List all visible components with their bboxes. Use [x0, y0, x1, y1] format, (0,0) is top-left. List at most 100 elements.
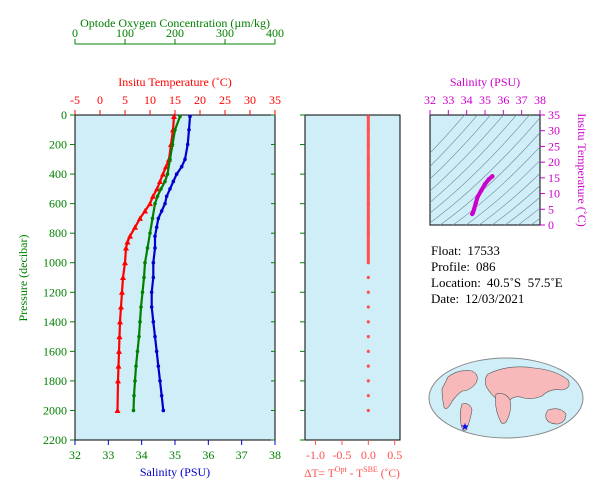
delta-point [366, 275, 370, 280]
world-map: ★ [428, 357, 584, 439]
ts-x-tick-label: 34 [461, 93, 473, 107]
ts-density-contours [430, 115, 540, 225]
map-land-eurasia [485, 366, 570, 403]
oxygen-point [134, 364, 138, 368]
temperature-point [150, 193, 156, 199]
pressure-tick-label: 2200 [43, 433, 67, 447]
ts-point [473, 200, 479, 206]
temperature-tick-label: 0 [97, 93, 103, 107]
salinity-tick-label: 35 [169, 448, 181, 462]
temperature-point [132, 224, 138, 230]
delta-point [366, 334, 370, 339]
map-land-americas-north [441, 370, 478, 409]
salinity-point [183, 157, 187, 162]
profile-label: Profile: [431, 259, 470, 274]
temperature-point [137, 215, 143, 221]
oxygen-point [142, 275, 146, 280]
temperature-point [171, 113, 177, 119]
density-contour [430, 115, 491, 180]
delta-point [366, 364, 370, 368]
delta-point [366, 408, 370, 413]
oxygen-point [135, 349, 140, 354]
salinity-tick-label: 33 [102, 448, 114, 462]
oxygen-point [137, 334, 141, 339]
salinity-point [179, 164, 184, 169]
oxygen-tick-label: 100 [116, 26, 134, 40]
density-contour [478, 172, 540, 225]
temperature-point [122, 259, 128, 266]
ts-point [486, 177, 491, 182]
oxygen-point [163, 179, 167, 184]
density-contour [430, 115, 530, 214]
oxygen-point [145, 246, 150, 250]
delta-point [366, 202, 370, 206]
main-panel-frame [74, 114, 276, 441]
density-contour [430, 115, 504, 192]
float-row: Float: 17533 [431, 243, 563, 259]
delta-axis: -1.0 -0.5 0.0 0.5 [306, 440, 402, 462]
delta-point [366, 349, 370, 353]
delta-point [366, 261, 370, 265]
pressure-tick-label: 800 [49, 226, 67, 240]
salinity-tick-label: 38 [269, 448, 281, 462]
salinity-point [163, 201, 167, 206]
ts-y-tick-label: 0 [548, 218, 554, 232]
oxygen-point [148, 231, 152, 235]
map-land-australia [545, 408, 567, 425]
temperature-point [124, 239, 131, 245]
oxygen-point [139, 305, 143, 309]
ts-y-tick-label: 20 [548, 155, 560, 169]
density-contour [504, 196, 540, 225]
salinity-point [168, 187, 172, 191]
delta-tick-label: 0.0 [361, 448, 376, 462]
pressure-tick-label: 400 [49, 167, 67, 181]
delta-point [366, 187, 370, 191]
temperature-point [116, 333, 123, 340]
salinity-point [151, 260, 156, 265]
salinity-point [161, 408, 166, 413]
map-land-africa [495, 393, 511, 424]
delta-point [366, 290, 370, 294]
salinity-point [158, 379, 162, 383]
oxygen-point [150, 216, 155, 221]
salinity-point [159, 393, 164, 398]
ts-x-tick-label: 35 [479, 93, 491, 107]
temperature-point [160, 171, 166, 177]
temperature-point [116, 348, 122, 354]
delta-panel-frame [304, 114, 401, 441]
ts-point [490, 174, 495, 179]
main-series-group [114, 113, 192, 413]
ts-x-tick-label: 36 [497, 93, 509, 107]
salinity-tick-label: 32 [69, 448, 81, 462]
ts-x-tick-label: 32 [424, 93, 436, 107]
pressure-tick-label: 1200 [43, 285, 67, 299]
ts-panel-frame [429, 114, 541, 226]
oxygen-point [153, 201, 157, 206]
ts-point [475, 194, 480, 199]
temperature-point [114, 407, 121, 413]
location-value: 40.5˚S 57.5˚E [486, 275, 563, 290]
density-contour [530, 217, 540, 225]
delta-axis-title: ΔT= TOpt - TSBE (˚C) [304, 465, 400, 480]
temperature-point [120, 274, 126, 280]
float-label: Float: [431, 243, 462, 258]
ts-point [471, 207, 477, 212]
salinity-point [164, 194, 169, 199]
oxygen-axis: 0 100 200 300 400 [72, 26, 284, 44]
pressure-axis: 0 200 400 600 800 1000 1200 1400 1600 1800 2000 220… [43, 108, 305, 447]
salinity-point [153, 246, 157, 250]
temperature-tick-label: 20 [194, 93, 206, 107]
temperature-point [117, 318, 123, 325]
oxygen-tick-label: 0 [72, 26, 78, 40]
delta-point [366, 379, 370, 383]
temperature-point [127, 233, 133, 239]
temperature-point [157, 178, 163, 184]
delta-point [366, 231, 370, 235]
delta-point [366, 142, 370, 147]
ts-x-tick-label: 37 [516, 93, 528, 107]
float-info: Float: 17533 Profile: 086 Location: 40.5˚S … [431, 243, 563, 307]
salinity-point [154, 225, 159, 230]
ts-y-tick-label: 15 [548, 171, 560, 185]
oxygen-point [140, 290, 145, 295]
